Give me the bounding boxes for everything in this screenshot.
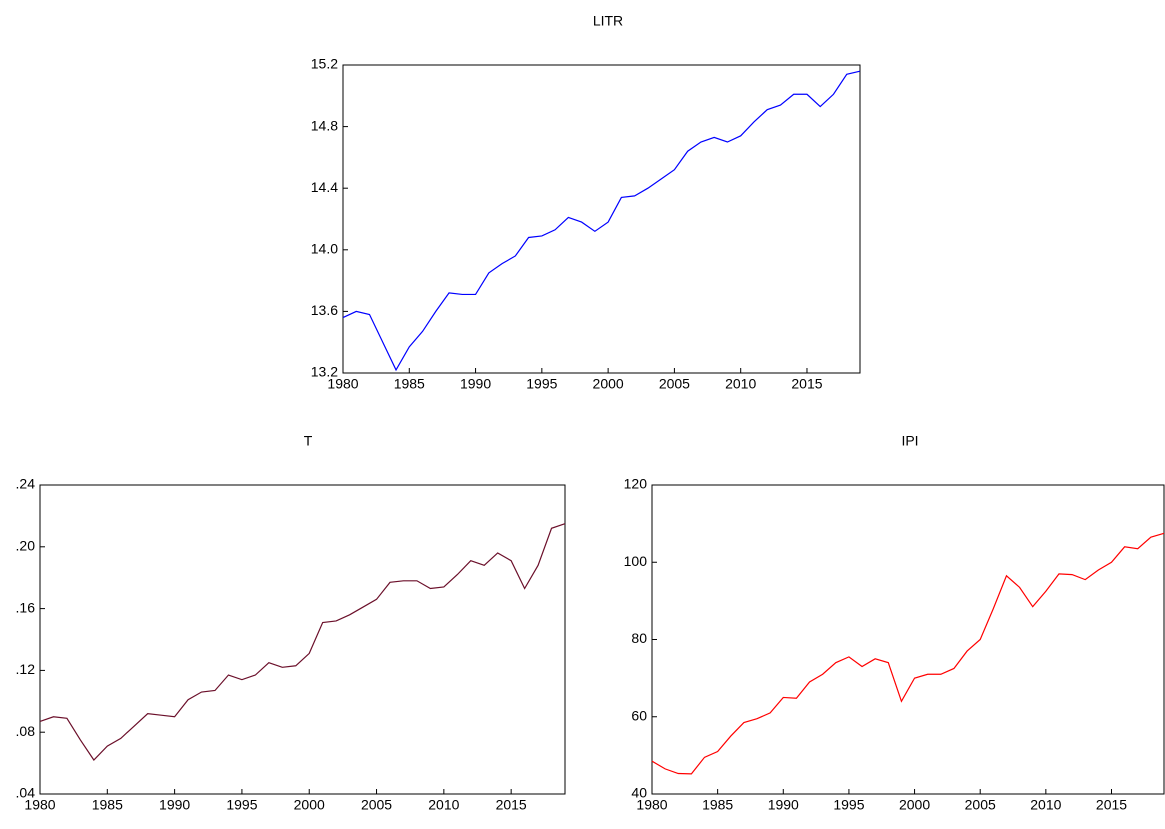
y-tick-label: 14.8 bbox=[311, 117, 338, 133]
y-tick-label: 40 bbox=[631, 785, 647, 801]
y-tick-label: 80 bbox=[631, 630, 647, 646]
plot-frame bbox=[342, 64, 861, 374]
x-tick-label: 1990 bbox=[159, 797, 190, 813]
chart-title: T bbox=[304, 433, 313, 449]
x-tick-label: 1995 bbox=[526, 376, 557, 392]
x-tick-label: 2015 bbox=[496, 797, 527, 813]
x-tick-label: 1980 bbox=[636, 797, 667, 813]
chart-title: IPI bbox=[901, 433, 918, 449]
x-tick-label: 1980 bbox=[327, 376, 358, 392]
x-tick-label: 1980 bbox=[24, 797, 55, 813]
x-tick-label: 2000 bbox=[899, 797, 930, 813]
x-tick-label: 2005 bbox=[361, 797, 392, 813]
y-tick-label: 15.2 bbox=[311, 56, 338, 72]
series-line bbox=[39, 523, 566, 761]
y-tick-label: 13.2 bbox=[311, 364, 338, 380]
x-tick-label: 1985 bbox=[394, 376, 425, 392]
y-tick-label: .20 bbox=[16, 538, 36, 554]
y-tick-label: 120 bbox=[624, 476, 648, 492]
x-tick-label: 2000 bbox=[593, 376, 624, 392]
y-tick-label: 14.4 bbox=[311, 179, 338, 195]
plot-frame bbox=[39, 484, 566, 795]
x-tick-label: 2000 bbox=[294, 797, 325, 813]
series-line bbox=[342, 70, 861, 372]
x-tick-label: 2010 bbox=[1030, 797, 1061, 813]
y-tick-label: .12 bbox=[16, 661, 36, 677]
y-tick-label: .16 bbox=[16, 599, 36, 615]
x-tick-label: 2005 bbox=[659, 376, 690, 392]
x-tick-label: 2010 bbox=[428, 797, 459, 813]
x-tick-label: 2010 bbox=[725, 376, 756, 392]
series-line bbox=[651, 532, 1165, 775]
y-tick-label: .08 bbox=[16, 723, 36, 739]
y-tick-label: 13.6 bbox=[311, 302, 338, 318]
chart-title: LITR bbox=[593, 13, 623, 29]
y-tick-label: .24 bbox=[16, 476, 36, 492]
x-tick-label: 2015 bbox=[1096, 797, 1127, 813]
x-tick-label: 1990 bbox=[768, 797, 799, 813]
x-tick-label: 1995 bbox=[833, 797, 864, 813]
y-tick-label: 100 bbox=[624, 553, 648, 569]
x-tick-label: 2015 bbox=[791, 376, 822, 392]
x-tick-label: 2005 bbox=[965, 797, 996, 813]
x-tick-label: 1985 bbox=[702, 797, 733, 813]
y-tick-label: .04 bbox=[16, 785, 36, 801]
x-tick-label: 1985 bbox=[92, 797, 123, 813]
x-tick-label: 1995 bbox=[226, 797, 257, 813]
plot-frame bbox=[651, 484, 1165, 795]
y-tick-label: 14.0 bbox=[311, 241, 338, 257]
x-tick-label: 1990 bbox=[460, 376, 491, 392]
y-tick-label: 60 bbox=[631, 707, 647, 723]
